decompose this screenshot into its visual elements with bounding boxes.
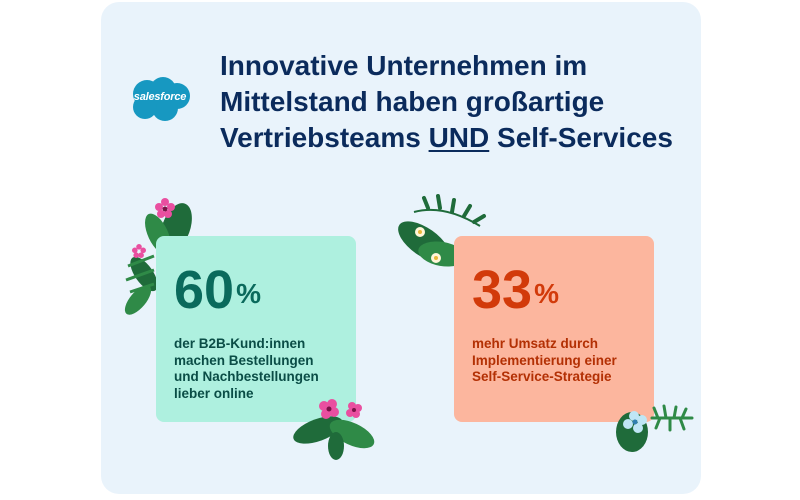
title-line-1: Innovative Unternehmen im <box>220 50 588 81</box>
stat-number: 33 <box>472 260 533 320</box>
stat-number: 60 <box>174 260 235 320</box>
flower-icon <box>155 198 175 218</box>
title-line-3-end: Self-Services <box>489 122 673 153</box>
stat-card-self-service-revenue: 33% mehr Umsatz durch Implementierung ei… <box>454 236 654 422</box>
stat-description-line: machen Bestellungen <box>174 352 314 368</box>
title-line-3: Vertriebsteams UND Self-Services <box>220 120 690 156</box>
salesforce-cloud-logo-icon <box>133 77 190 121</box>
logo-text: salesforce <box>133 91 187 103</box>
stat-description-line: lieber online <box>174 385 254 401</box>
stat-value: 33% <box>472 260 559 320</box>
stat-description-line: der B2B-Kund:innen <box>174 336 306 351</box>
title-line-3-start: Vertriebsteams <box>220 122 429 153</box>
stat-percent-sign: % <box>236 278 261 309</box>
leaf-cluster-icon <box>293 399 375 460</box>
stat-card-b2b-online: 60% der B2B-Kund:innen machen Bestellung… <box>156 236 356 422</box>
leaf-cluster-icon <box>616 404 694 452</box>
stat-description-line: und Nachbestellungen <box>174 369 319 384</box>
stat-description-line: mehr Umsatz durch <box>472 336 599 351</box>
title-emphasis: UND <box>428 122 490 153</box>
page-title: Innovative Unternehmen im Mittelstand ha… <box>220 48 690 156</box>
stat-description-line: Implementierung einer <box>472 352 617 368</box>
stat-percent-sign: % <box>534 278 559 309</box>
salesforce-logo: salesforce <box>125 74 195 124</box>
flower-icon <box>132 244 146 258</box>
title-line-2: Mittelstand haben großartige <box>220 86 605 117</box>
stat-description: der B2B-Kund:innen machen Bestellungen u… <box>174 336 354 402</box>
leaf-cluster-icon <box>398 194 486 267</box>
stat-description-line: Self-Service-Strategie <box>472 369 612 384</box>
stat-value: 60% <box>174 260 261 320</box>
stat-description: mehr Umsatz durch Implementierung einer … <box>472 336 652 386</box>
